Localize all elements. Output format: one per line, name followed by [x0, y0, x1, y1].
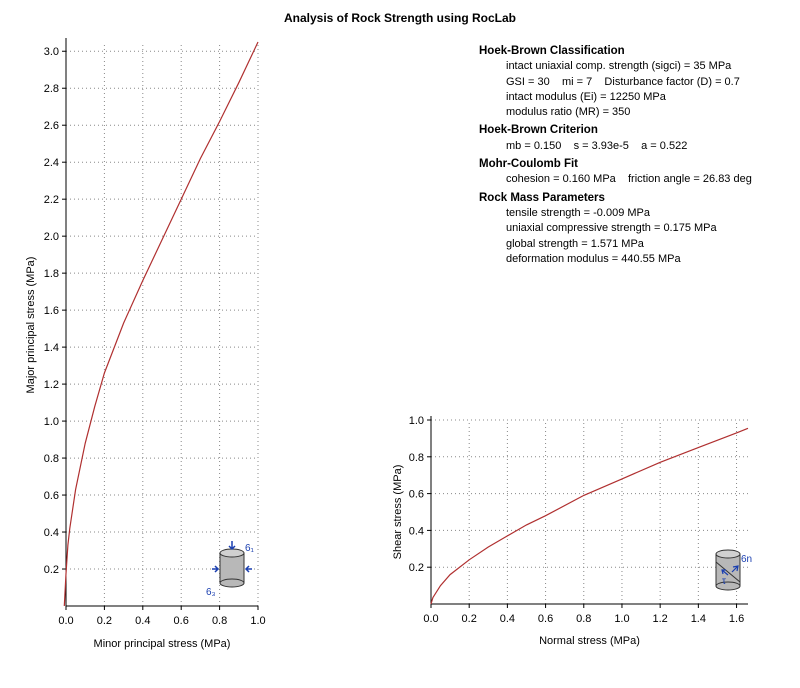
x-tick-label: 0.8	[212, 615, 227, 627]
chart-shear: 0.0 0.2 0.4 0.6 0.8 1.0 1.2 1.4 1.6 0.2 0.4 0.6 0.8 1…	[392, 415, 749, 647]
hb-classification-line: modulus ratio (MR) = 350	[506, 106, 631, 119]
x-tick-label: 0.2	[97, 615, 112, 627]
principal-stress-icon: 6₁ 6₃	[206, 541, 255, 598]
y-tick-label: 2.4	[44, 157, 59, 169]
y-tick-label: 0.4	[44, 527, 59, 539]
rock-mass-line: global strength = 1.571 MPa	[506, 237, 644, 250]
y-tick-label: 2.8	[44, 83, 59, 95]
x-tick-label: 0.0	[423, 613, 438, 625]
rock-mass-title: Rock Mass Parameters	[479, 191, 605, 204]
y-tick-label: 0.2	[44, 564, 59, 576]
x-tick-label: 1.0	[614, 613, 629, 625]
y-tick-label: 0.6	[44, 490, 59, 502]
hb-criterion-line: mb = 0.150 s = 3.93e-5 a = 0.522	[506, 139, 688, 152]
arrow-shear-icon	[721, 569, 729, 576]
x-tick-label: 0.2	[462, 613, 477, 625]
y-tick-label: 1.2	[44, 379, 59, 391]
cylinder-top	[219, 548, 245, 558]
hb-classification-title: Hoek-Brown Classification	[479, 45, 625, 57]
info-panel: Hoek-Brown Classification intact uniaxia…	[479, 44, 752, 267]
y-axis-label: Shear stress (MPa)	[392, 465, 404, 560]
x-tick-label: 0.6	[174, 615, 189, 627]
cylinder-body	[715, 553, 741, 587]
y-tick-label: 1.8	[44, 268, 59, 280]
cylinder-bottom	[219, 578, 245, 588]
y-tick-label: 1.0	[44, 416, 59, 428]
series-line	[430, 427, 749, 605]
hb-classification-line: intact uniaxial comp. strength (sigci) =…	[506, 60, 732, 73]
sigma1-label: 6₁	[245, 543, 255, 554]
mohr-coulomb-line: cohesion = 0.160 MPa friction angle = 26…	[506, 173, 752, 186]
y-tick-label: 2.0	[44, 231, 59, 243]
arrow-down-icon	[228, 541, 236, 551]
rock-mass-line: deformation modulus = 440.55 MPa	[506, 252, 681, 265]
x-tick-label: 0.0	[58, 615, 73, 627]
y-tick-label: 1.0	[409, 415, 424, 427]
y-tick-label: 2.2	[44, 194, 59, 206]
y-tick-label: 1.6	[44, 305, 59, 317]
x-tick-label: 1.0	[250, 615, 265, 627]
rock-mass-line: tensile strength = -0.009 MPa	[506, 206, 650, 219]
x-tick-label: 1.2	[653, 613, 668, 625]
rock-mass-line: uniaxial compressive strength = 0.175 MP…	[506, 222, 717, 235]
y-tick-label: 0.6	[409, 489, 424, 501]
tau-label: τ	[722, 576, 726, 587]
y-tick-label: 2.6	[44, 120, 59, 132]
arrow-right-icon	[212, 565, 220, 573]
chart-title: Analysis of Rock Strength using RocLab	[283, 11, 517, 25]
y-tick-label: 3.0	[44, 46, 59, 58]
y-tick-label: 0.8	[409, 452, 424, 464]
sigma-n-label: 6n	[741, 554, 752, 565]
y-tick-label: 0.2	[409, 562, 424, 574]
shear-stress-icon: 6n τ	[715, 549, 752, 591]
x-tick-label: 1.6	[729, 613, 744, 625]
x-tick-label: 0.8	[576, 613, 591, 625]
y-tick-label: 0.8	[44, 453, 59, 465]
y-tick-label: 0.4	[409, 525, 424, 537]
x-tick-label: 0.4	[135, 615, 150, 627]
x-tick-label: 1.4	[691, 613, 706, 625]
x-tick-label: 0.4	[500, 613, 515, 625]
cylinder-top	[715, 549, 741, 559]
x-axis-label: Normal stress (MPa)	[539, 635, 640, 647]
hb-classification-line: intact modulus (Ei) = 12250 MPa	[506, 90, 666, 103]
shear-plane	[715, 561, 741, 583]
y-tick-label: 1.4	[44, 342, 59, 354]
x-axis-label: Minor principal stress (MPa)	[94, 638, 231, 650]
hb-criterion-title: Hoek-Brown Criterion	[479, 124, 598, 137]
mohr-coulomb-title: Mohr-Coulomb Fit	[479, 158, 579, 171]
y-axis-label: Major principal stress (MPa)	[25, 257, 37, 394]
arrow-normal-icon	[731, 565, 739, 573]
series-line	[63, 41, 259, 607]
cylinder-bottom	[715, 581, 741, 591]
hb-classification-line: GSI = 30 mi = 7 Disturbance factor (D) =…	[506, 75, 740, 88]
arrow-left-icon	[244, 565, 252, 573]
chart-principal: 0.0 0.2 0.4 0.6 0.8 1.0 0.2 0.4 0.6 0.8 1.0 1.2 1.4 1…	[25, 38, 266, 650]
x-tick-label: 0.6	[538, 613, 553, 625]
sigma3-label: 6₃	[206, 587, 216, 598]
